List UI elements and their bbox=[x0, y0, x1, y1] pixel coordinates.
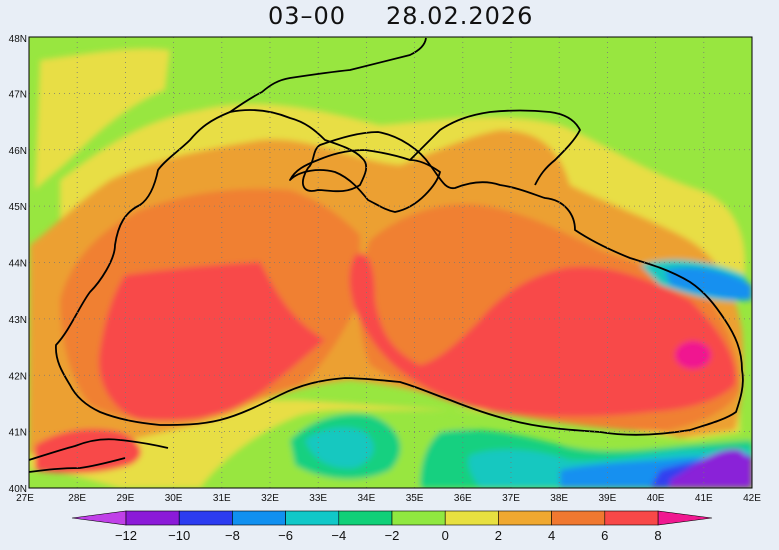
colorbar-tick-label: 0 bbox=[442, 528, 449, 543]
colorbar-segment bbox=[391, 510, 446, 526]
lon-tick-label: 28E bbox=[68, 493, 86, 504]
lon-tick-label: 42E bbox=[743, 493, 761, 504]
field-red-central bbox=[349, 253, 736, 417]
colorbar-tick-label: −6 bbox=[278, 528, 293, 543]
field-blue-east bbox=[665, 267, 752, 300]
colorbar-segment bbox=[232, 510, 286, 526]
colorbar-tick-label: −8 bbox=[225, 528, 240, 543]
lon-tick-label: 35E bbox=[406, 493, 424, 504]
lat-tick-label: 46N bbox=[9, 146, 27, 157]
coastline-marmara-south bbox=[29, 457, 126, 473]
field-red-west bbox=[99, 262, 326, 421]
colorbar-tick-label: 6 bbox=[601, 528, 608, 543]
lat-tick-label: 44N bbox=[9, 259, 27, 270]
colorbar-tick-label: −10 bbox=[168, 528, 190, 543]
map-panel: 40N 41N 42N 43N 44N 45N 46N 47N 48N 27E 28E 29E 30E… bbox=[0, 30, 779, 505]
temperature-anomaly-map: 40N 41N 42N 43N 44N 45N 46N 47N 48N 27E 28E 29E 30E… bbox=[9, 34, 762, 504]
colorbar-tick-label: −2 bbox=[385, 528, 400, 543]
field-purple-turkey-east bbox=[670, 449, 752, 488]
title-date: 28.02.2026 bbox=[386, 2, 534, 30]
map-title: 03–00 28.02.2026 bbox=[0, 2, 779, 32]
lon-tick-label: 30E bbox=[165, 493, 183, 504]
lon-tick-label: 36E bbox=[454, 493, 472, 504]
lat-tick-label: 47N bbox=[9, 89, 27, 100]
lat-tick-label: 40N bbox=[9, 484, 27, 495]
colorbar-segment bbox=[498, 510, 552, 526]
colorbar-segment bbox=[285, 510, 340, 526]
field-magenta-spot bbox=[675, 341, 711, 369]
coastline-bosporus bbox=[29, 438, 169, 461]
colorbar-segment bbox=[551, 510, 606, 526]
colorbar-segment bbox=[178, 510, 233, 526]
field-yellow-north bbox=[35, 48, 170, 191]
lon-tick-label: 31E bbox=[213, 493, 231, 504]
lon-tick-label: 27E bbox=[16, 493, 34, 504]
lat-tick-label: 48N bbox=[9, 34, 27, 45]
lon-tick-label: 41E bbox=[695, 493, 713, 504]
coastline-north bbox=[55, 109, 744, 436]
latitude-axis: 40N 41N 42N 43N 44N 45N 46N 47N 48N bbox=[9, 34, 27, 495]
colorbar-scale: −12 −10 −8 −6 −4 −2 0 2 4 6 8 bbox=[71, 510, 713, 543]
colorbar-under-arrow bbox=[71, 510, 127, 526]
coastline-azov bbox=[409, 109, 581, 186]
lon-tick-label: 33E bbox=[309, 493, 327, 504]
colorbar-segment bbox=[604, 510, 659, 526]
lon-tick-label: 37E bbox=[502, 493, 520, 504]
colorbar: −12 −10 −8 −6 −4 −2 0 2 4 6 8 bbox=[0, 505, 779, 545]
longitude-axis: 27E 28E 29E 30E 31E 32E 33E 34E 35E 36E 37E 38E 39E 4… bbox=[16, 493, 761, 504]
colorbar-tick-label: −4 bbox=[331, 528, 346, 543]
lat-tick-label: 42N bbox=[9, 371, 27, 382]
coastline-crimea bbox=[289, 149, 441, 213]
map-gridlines bbox=[29, 37, 752, 488]
colorbar-segment bbox=[125, 510, 180, 526]
colorbar-segment bbox=[338, 510, 393, 526]
colorbar-tick-label: 8 bbox=[654, 528, 661, 543]
lon-tick-label: 38E bbox=[550, 493, 568, 504]
colorbar-tick-label: 4 bbox=[548, 528, 555, 543]
map-frame bbox=[28, 36, 753, 489]
title-time: 03–00 bbox=[268, 2, 347, 30]
lon-tick-label: 39E bbox=[599, 493, 617, 504]
field-cyan-turkey-west bbox=[305, 427, 374, 469]
lon-tick-label: 29E bbox=[117, 493, 135, 504]
lat-tick-label: 45N bbox=[9, 202, 27, 213]
lon-tick-label: 32E bbox=[261, 493, 279, 504]
coastline bbox=[29, 37, 744, 473]
colorbar-over-arrow bbox=[657, 510, 713, 526]
lon-tick-label: 40E bbox=[647, 493, 665, 504]
colorbar-segment bbox=[444, 510, 499, 526]
field-layer bbox=[29, 37, 752, 488]
lat-tick-label: 41N bbox=[9, 428, 27, 439]
lat-tick-label: 43N bbox=[9, 315, 27, 326]
colorbar-tick-label: −12 bbox=[115, 528, 137, 543]
colorbar-tick-label: 2 bbox=[495, 528, 502, 543]
lon-tick-label: 34E bbox=[358, 493, 376, 504]
